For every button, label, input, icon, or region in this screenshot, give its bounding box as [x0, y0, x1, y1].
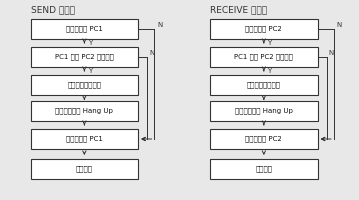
FancyBboxPatch shape	[210, 101, 318, 121]
FancyBboxPatch shape	[210, 129, 318, 149]
Text: RECEIVE 程序：: RECEIVE 程序：	[210, 5, 267, 14]
Text: 结束返回: 结束返回	[76, 166, 93, 172]
Text: 删除用户名 PC1: 删除用户名 PC1	[66, 136, 103, 142]
Text: N: N	[328, 50, 334, 56]
Text: 关闭一切会话 Hang Up: 关闭一切会话 Hang Up	[235, 108, 293, 114]
FancyBboxPatch shape	[31, 47, 138, 67]
Text: 结束返回: 结束返回	[255, 166, 272, 172]
Text: Y: Y	[88, 40, 92, 46]
Text: N: N	[157, 22, 163, 28]
Text: N: N	[149, 50, 154, 56]
FancyBboxPatch shape	[31, 101, 138, 121]
FancyBboxPatch shape	[31, 19, 138, 39]
Text: Y: Y	[88, 68, 92, 74]
FancyBboxPatch shape	[31, 129, 138, 149]
Text: N: N	[337, 22, 342, 28]
Text: Y: Y	[267, 68, 272, 74]
Text: 进行信息传送处理: 进行信息传送处理	[247, 82, 281, 88]
Text: 关闭一切会话 Hang Up: 关闭一切会话 Hang Up	[55, 108, 113, 114]
Text: Y: Y	[267, 40, 272, 46]
FancyBboxPatch shape	[210, 75, 318, 95]
FancyBboxPatch shape	[31, 75, 138, 95]
FancyBboxPatch shape	[31, 159, 138, 179]
FancyBboxPatch shape	[210, 159, 318, 179]
Text: 删除用户名 PC2: 删除用户名 PC2	[246, 136, 282, 142]
Text: PC1 侦听 PC2 建立会话: PC1 侦听 PC2 建立会话	[234, 54, 293, 60]
Text: 进行信息传送处理: 进行信息传送处理	[67, 82, 101, 88]
Text: 增加用户名 PC1: 增加用户名 PC1	[66, 26, 103, 32]
Text: PC1 呼叫 PC2 建立会话: PC1 呼叫 PC2 建立会话	[55, 54, 114, 60]
Text: SEND 程序：: SEND 程序：	[31, 5, 75, 14]
Text: 增加用户名 PC2: 增加用户名 PC2	[246, 26, 282, 32]
FancyBboxPatch shape	[210, 47, 318, 67]
FancyBboxPatch shape	[210, 19, 318, 39]
